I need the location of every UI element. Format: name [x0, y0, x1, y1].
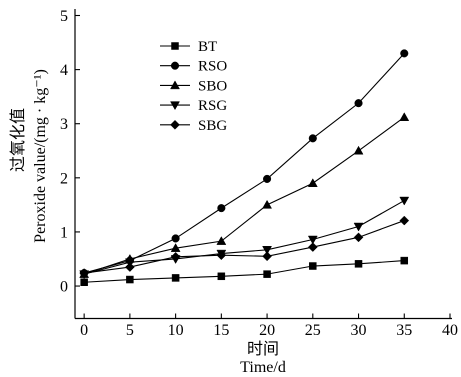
x-tick-label: 35	[396, 322, 412, 339]
y-axis-title: Peroxide value/(mg · kg⁻¹)	[32, 69, 49, 243]
legend-marker-triangle-up	[170, 80, 180, 90]
x-tick-label: 5	[126, 322, 134, 339]
x-axis-title: Time/d	[240, 359, 286, 376]
series-BT	[80, 256, 409, 286]
x-tick-label: 25	[305, 322, 321, 339]
x-tick-label: 15	[213, 322, 229, 339]
data-point-RSG-25	[307, 235, 318, 245]
series-SBG	[79, 215, 410, 278]
data-point-SBG-35	[399, 215, 410, 226]
series-line-SBO	[83, 116, 405, 275]
data-point-BT-20	[263, 270, 271, 278]
legend-marker-triangle-down	[170, 101, 180, 111]
x-axis-title-cn: 时间	[247, 340, 279, 358]
x-tick-label: 20	[259, 322, 275, 339]
data-point-SBG-10	[170, 251, 181, 262]
axis-ticks: 0 5 10 15 20 25 30 35 40 0 1 2 3 4 5	[60, 8, 458, 339]
series-line-SBG	[84, 220, 405, 274]
series-RSO	[80, 49, 409, 278]
data-point-SBG-5	[125, 262, 135, 272]
data-point-RSO-35	[400, 49, 409, 58]
y-tick-label: 0	[60, 279, 68, 296]
y-axis-title-cn: 过氧化值	[9, 108, 27, 172]
data-point-RSO-15	[217, 204, 226, 213]
series-layer	[79, 49, 410, 286]
legend-entry-RSG: RSG	[160, 98, 227, 114]
series-line-RSO	[84, 53, 405, 274]
y-tick-label: 1	[60, 224, 68, 241]
x-tick-label: 10	[168, 322, 184, 339]
data-point-RSO-10	[171, 234, 180, 243]
data-point-SBG-15	[216, 250, 227, 261]
data-point-BT-30	[354, 260, 363, 268]
data-point-SBG-0	[79, 268, 89, 278]
data-point-SBO-25	[307, 178, 318, 187]
y-tick-label: 5	[60, 8, 68, 25]
legend-entry-BT: BT	[160, 39, 217, 55]
x-tick-label: 0	[80, 322, 88, 339]
legend-label: SBO	[198, 78, 227, 94]
x-tick-label: 40	[442, 322, 458, 339]
data-point-BT-10	[171, 274, 180, 282]
legend-marker-circle	[170, 61, 180, 70]
legend-marker-diamond	[170, 119, 180, 130]
data-point-BT-25	[309, 262, 317, 270]
y-tick-label: 3	[60, 116, 68, 133]
data-point-SBO-15	[216, 236, 227, 245]
chart-axes	[74, 9, 452, 320]
data-point-SBG-20	[262, 251, 272, 262]
legend-label: RSO	[198, 59, 227, 75]
data-point-RSG-35	[399, 196, 410, 206]
data-point-RSG-20	[262, 246, 273, 255]
data-point-SBO-20	[262, 199, 273, 209]
data-point-SBO-35	[399, 112, 410, 121]
legend-entry-SBO: SBO	[160, 78, 227, 94]
y-tick-label: 4	[60, 62, 68, 79]
series-line-RSG	[84, 200, 405, 275]
x-tick-label: 30	[351, 322, 367, 339]
legend-label: SBG	[198, 118, 227, 134]
data-point-SBG-30	[353, 232, 364, 243]
data-point-RSO-25	[308, 134, 317, 143]
legend: BT RSO SBO RSG SBG	[160, 39, 227, 134]
data-point-RSO-20	[263, 174, 272, 183]
data-point-SBO-10	[170, 243, 181, 252]
data-point-BT-0	[80, 278, 88, 286]
y-tick-label: 2	[60, 170, 68, 187]
series-SBO	[79, 112, 410, 278]
data-point-RSO-30	[354, 99, 363, 108]
legend-marker-square	[171, 42, 179, 50]
legend-entry-RSO: RSO	[160, 59, 227, 75]
legend-label: RSG	[198, 98, 227, 114]
legend-entry-SBG: SBG	[160, 118, 227, 134]
data-point-SBO-30	[353, 145, 364, 155]
data-point-SBG-25	[307, 242, 318, 252]
series-line-BT	[84, 260, 405, 283]
data-point-BT-15	[217, 272, 226, 281]
data-point-BT-5	[126, 275, 134, 284]
data-point-BT-35	[400, 256, 409, 265]
data-point-RSG-30	[353, 222, 364, 232]
legend-label: BT	[198, 39, 217, 55]
